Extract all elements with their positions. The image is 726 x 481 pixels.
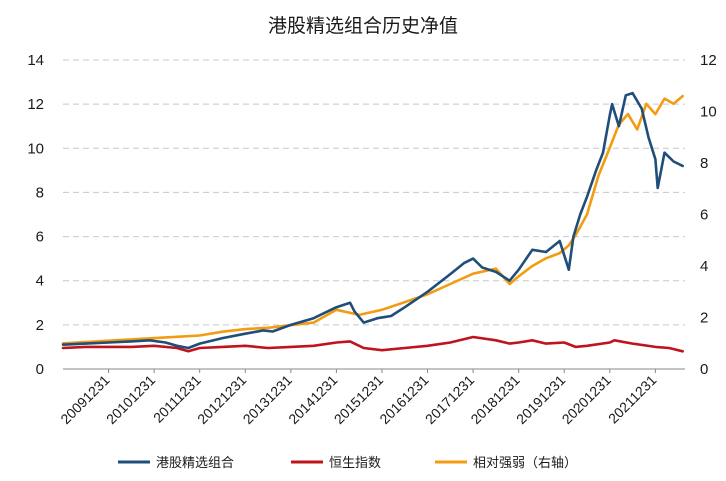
- grid: [63, 59, 685, 326]
- y-tick-label-right: 10: [700, 104, 717, 121]
- y-tick-label-left: 12: [27, 96, 44, 113]
- y-tick-label-left: 8: [36, 184, 44, 201]
- y-tick-label-left: 10: [27, 140, 44, 157]
- y-tick-label-left: 0: [36, 361, 44, 378]
- y-tick-label-right: 2: [700, 310, 708, 327]
- chart-title: 港股精选组合历史净值: [268, 15, 458, 37]
- y-axis-right: 0 2 4 6 8 10 12: [700, 52, 717, 378]
- plot-lines: [61, 91, 685, 353]
- y-tick-label-left: 14: [27, 52, 44, 69]
- x-tick-label: 20211231: [605, 372, 660, 427]
- x-axis: 2009123120101231201112312012123120131231…: [57, 368, 685, 428]
- series-line-relative: [61, 94, 685, 345]
- y-tick-label-left: 4: [36, 273, 44, 290]
- y-axis-left: 0 2 4 6 8 10 12 14: [27, 52, 44, 378]
- series-line-portfolio: [61, 91, 685, 350]
- legend-label-portfolio: 港股精选组合: [156, 456, 234, 471]
- x-tick-label: 20101231: [103, 372, 159, 428]
- series-line-hsi: [61, 335, 685, 353]
- x-tick-label: 20201231: [559, 372, 615, 428]
- y-tick-label-right: 0: [700, 361, 708, 378]
- y-tick-label-right: 8: [700, 155, 708, 172]
- y-tick-label-right: 12: [700, 52, 717, 69]
- y-tick-label-right: 4: [700, 258, 708, 275]
- legend: 港股精选组合 恒生指数 相对强弱（右轴）: [118, 456, 577, 471]
- legend-label-relative: 相对强弱（右轴）: [473, 456, 577, 471]
- legend-label-hsi: 恒生指数: [329, 456, 381, 471]
- y-tick-label-left: 6: [36, 229, 44, 246]
- y-tick-label-right: 6: [700, 207, 708, 224]
- y-tick-label-left: 2: [36, 317, 44, 334]
